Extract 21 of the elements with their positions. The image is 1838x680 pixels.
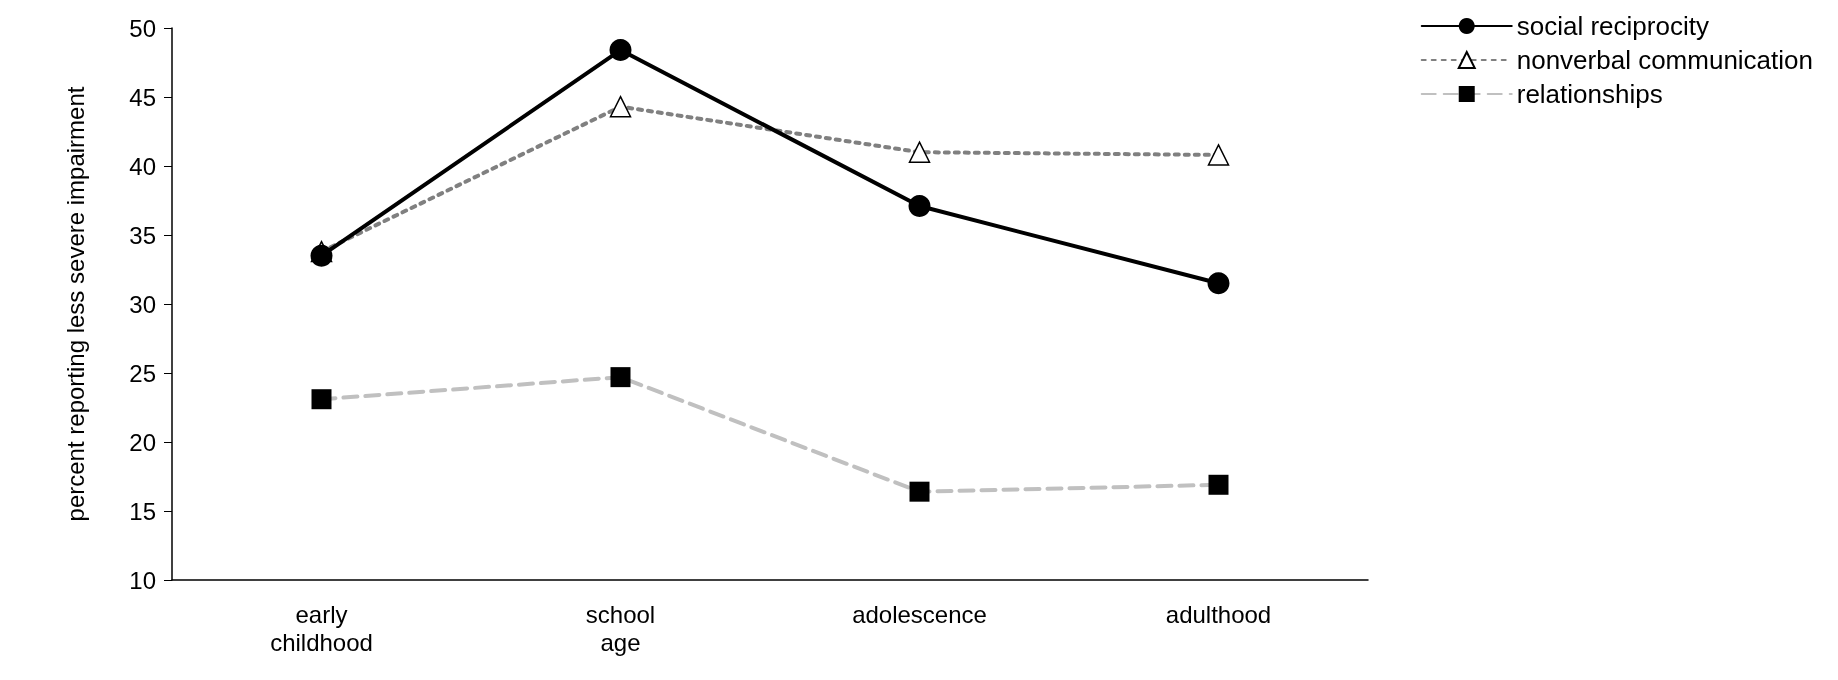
y-axis-title: percent reporting less severe impairment bbox=[61, 86, 89, 522]
y-tick-label: 50 bbox=[129, 14, 156, 42]
x-tick-label: school age bbox=[585, 600, 656, 656]
x-tick-label: adolescence bbox=[852, 600, 987, 628]
legend-label: nonverbal communication bbox=[1516, 45, 1814, 75]
y-tick-label: 45 bbox=[129, 83, 156, 111]
point bbox=[908, 195, 931, 218]
y-tick-label: 35 bbox=[129, 221, 156, 249]
x-tick-label: adulthood bbox=[1165, 600, 1272, 628]
point bbox=[310, 244, 333, 267]
y-tick-label: 10 bbox=[129, 566, 156, 594]
y-tick-label: 20 bbox=[129, 428, 156, 456]
legend-label: relationships bbox=[1516, 79, 1663, 109]
legend-label: social reciprocity bbox=[1516, 11, 1709, 41]
y-tick-label: 40 bbox=[129, 152, 156, 180]
x-tick-label: early childhood bbox=[270, 600, 373, 656]
y-tick-label: 15 bbox=[129, 497, 156, 525]
point bbox=[609, 39, 632, 62]
point bbox=[1207, 272, 1230, 295]
y-tick-label: 25 bbox=[129, 359, 156, 387]
y-tick-label: 30 bbox=[129, 290, 156, 318]
